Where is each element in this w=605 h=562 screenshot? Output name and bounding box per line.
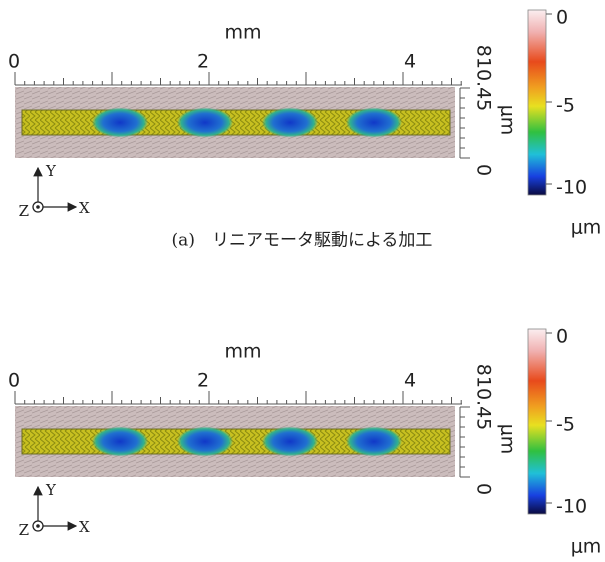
x-tick-label: 4 [404, 370, 416, 392]
triad-y: Y [45, 481, 57, 499]
x-tick-label: 4 [404, 51, 416, 73]
spot [346, 107, 402, 138]
colorbar-unit: μm [571, 536, 602, 558]
colorbar [527, 9, 547, 196]
y-tick-label: 810.45 [473, 45, 495, 111]
spot [92, 426, 148, 457]
y-tick-label: 810.45 [473, 364, 495, 430]
triad-z: Z [19, 521, 29, 539]
x-tick-label: 0 [8, 51, 20, 73]
spot [92, 107, 148, 138]
y-axis-label: μm [497, 424, 519, 455]
colorbar-tick-label: -5 [556, 95, 575, 117]
caption: (a) リニアモータ駆動による加工 [172, 231, 433, 251]
panel: mm 0 2 4 810.45 0 μm 0 -5 -10 μm Y X Z [8, 326, 601, 558]
spot [346, 426, 402, 457]
x-tick-label: 0 [8, 370, 20, 392]
colorbar-tick-label: -5 [556, 414, 575, 436]
spot [177, 107, 233, 138]
x-axis-label: mm [224, 341, 261, 363]
colorbar-tick-label: -10 [556, 177, 587, 199]
triad-y: Y [45, 162, 57, 180]
triad-x: X [79, 518, 90, 536]
colorbar-tick-label: -10 [556, 496, 587, 518]
panel: mm 0 2 4 810.45 0 μm 0 -5 -10 μm Y X Z (a) リニアモータ駆動による… [8, 7, 601, 251]
z-dot [36, 205, 40, 209]
triad-x: X [79, 199, 90, 217]
spot [177, 426, 233, 457]
x-axis-label: mm [224, 22, 261, 44]
colorbar [527, 328, 547, 515]
x-tick-label: 2 [197, 370, 209, 392]
colorbar-unit: μm [571, 217, 602, 239]
y-axis-label: μm [497, 105, 519, 136]
y-tick-label: 0 [473, 164, 495, 176]
x-tick-label: 2 [197, 51, 209, 73]
y-tick-label: 0 [473, 483, 495, 495]
z-dot [36, 524, 40, 528]
spot [262, 107, 318, 138]
colorbar-tick-label: 0 [556, 7, 568, 29]
spot [262, 426, 318, 457]
triad-z: Z [19, 202, 29, 220]
colorbar-tick-label: 0 [556, 326, 568, 348]
